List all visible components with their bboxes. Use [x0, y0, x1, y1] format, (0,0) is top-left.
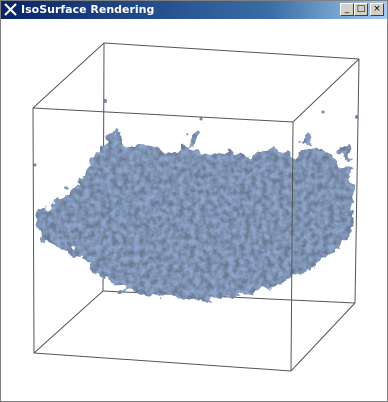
- render-view: [1, 19, 387, 401]
- window: IsoSurface Rendering _ □ ×: [0, 0, 388, 402]
- maximize-button[interactable]: □: [354, 3, 368, 16]
- title-bar: IsoSurface Rendering _ □ ×: [1, 1, 387, 19]
- window-icon: [4, 3, 17, 16]
- window-title: IsoSurface Rendering: [21, 3, 154, 16]
- minimize-button[interactable]: _: [340, 3, 354, 16]
- isosurface: [38, 130, 354, 299]
- close-button[interactable]: ×: [370, 3, 384, 16]
